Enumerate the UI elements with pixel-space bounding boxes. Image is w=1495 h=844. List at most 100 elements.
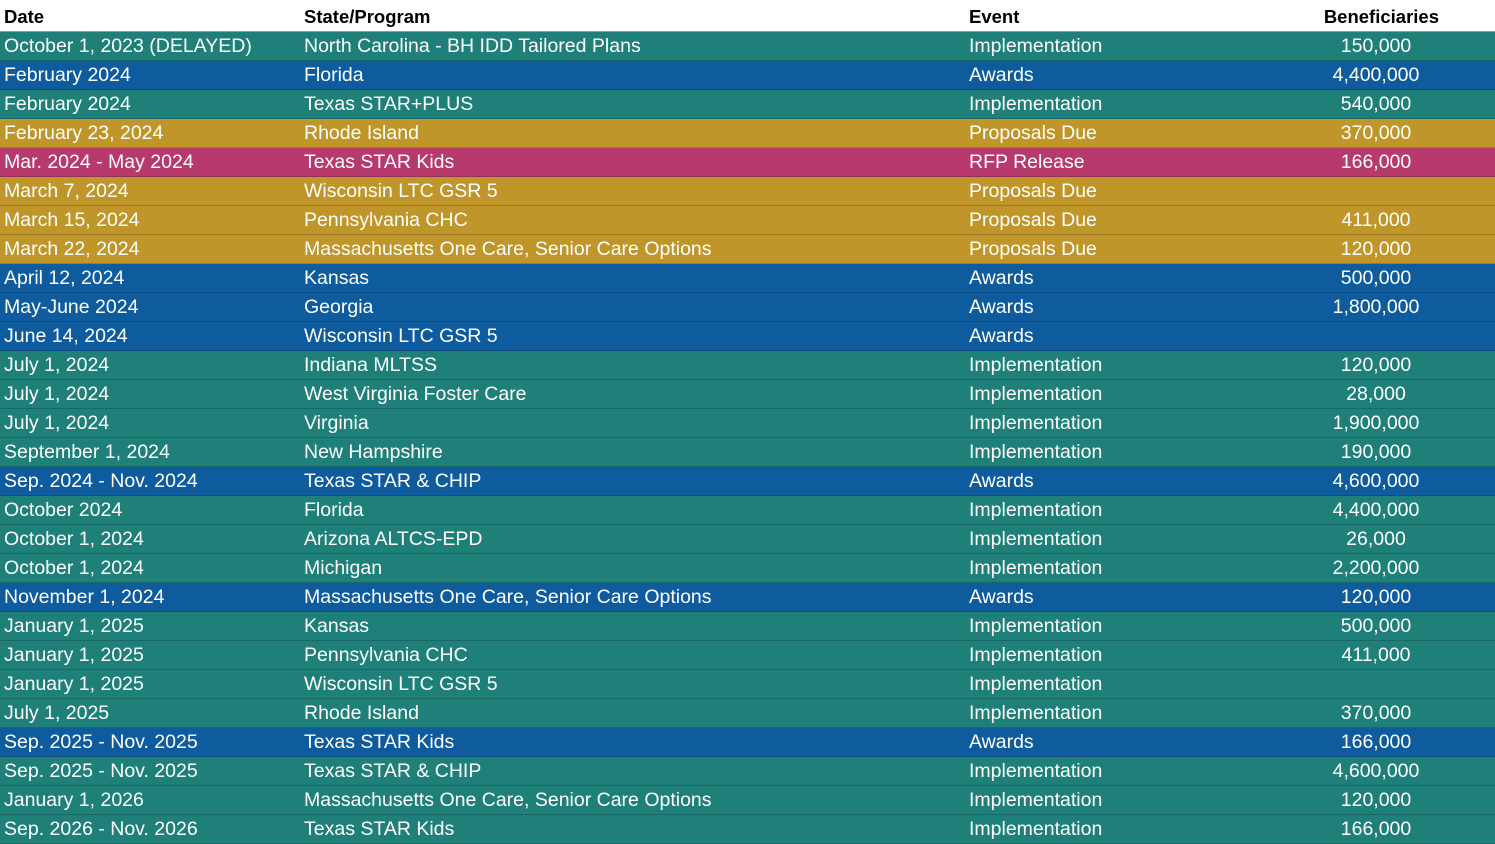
- cell-beneficiaries[interactable]: 4,600,000: [1332, 759, 1420, 782]
- cell-state-program[interactable]: Texas STAR Kids: [304, 817, 455, 840]
- cell-state-program[interactable]: Florida: [304, 63, 364, 86]
- cell-event[interactable]: Implementation: [969, 34, 1103, 57]
- cell-state-program[interactable]: Kansas: [304, 266, 370, 289]
- cell-date[interactable]: March 15, 2024: [4, 208, 140, 231]
- cell-event[interactable]: Awards: [969, 585, 1034, 608]
- cell-beneficiaries[interactable]: 4,600,000: [1332, 469, 1420, 492]
- cell-date[interactable]: Sep. 2024 - Nov. 2024: [4, 469, 198, 492]
- cell-date[interactable]: June 14, 2024: [4, 324, 128, 347]
- cell-beneficiaries[interactable]: 500,000: [1340, 614, 1412, 637]
- cell-state-program[interactable]: Wisconsin LTC GSR 5: [304, 672, 498, 695]
- cell-event[interactable]: Implementation: [969, 643, 1103, 666]
- cell-state-program[interactable]: Texas STAR & CHIP: [304, 469, 482, 492]
- cell-beneficiaries[interactable]: 166,000: [1340, 817, 1412, 840]
- cell-date[interactable]: October 1, 2023 (DELAYED): [4, 34, 252, 57]
- cell-state-program[interactable]: Texas STAR+PLUS: [304, 92, 474, 115]
- cell-beneficiaries[interactable]: 370,000: [1340, 701, 1412, 724]
- cell-event[interactable]: RFP Release: [969, 150, 1085, 173]
- cell-beneficiaries[interactable]: 1,800,000: [1332, 295, 1420, 318]
- cell-event[interactable]: Proposals Due: [969, 121, 1097, 144]
- cell-state-program[interactable]: New Hampshire: [304, 440, 443, 463]
- cell-state-program[interactable]: Indiana MLTSS: [304, 353, 437, 376]
- cell-date[interactable]: November 1, 2024: [4, 585, 165, 608]
- cell-beneficiaries[interactable]: 166,000: [1340, 150, 1412, 173]
- cell-state-program[interactable]: Wisconsin LTC GSR 5: [304, 179, 498, 202]
- cell-date[interactable]: January 1, 2025: [4, 643, 144, 666]
- cell-state-program[interactable]: Massachusetts One Care, Senior Care Opti…: [304, 585, 712, 608]
- cell-event[interactable]: Awards: [969, 730, 1034, 753]
- cell-state-program[interactable]: Pennsylvania CHC: [304, 208, 468, 231]
- cell-state-program[interactable]: Rhode Island: [304, 121, 419, 144]
- header-state-program[interactable]: State/Program: [304, 6, 431, 27]
- cell-date[interactable]: October 2024: [4, 498, 123, 521]
- cell-beneficiaries[interactable]: 1,900,000: [1332, 411, 1420, 434]
- cell-event[interactable]: Implementation: [969, 672, 1103, 695]
- cell-beneficiaries[interactable]: 120,000: [1340, 788, 1412, 811]
- cell-date[interactable]: September 1, 2024: [4, 440, 170, 463]
- cell-state-program[interactable]: Texas STAR Kids: [304, 730, 455, 753]
- cell-event[interactable]: Implementation: [969, 759, 1103, 782]
- header-event[interactable]: Event: [969, 6, 1020, 27]
- cell-state-program[interactable]: Florida: [304, 498, 364, 521]
- cell-date[interactable]: July 1, 2025: [4, 701, 110, 724]
- cell-event[interactable]: Implementation: [969, 614, 1103, 637]
- cell-date[interactable]: March 7, 2024: [4, 179, 129, 202]
- cell-event[interactable]: Awards: [969, 266, 1034, 289]
- cell-date[interactable]: January 1, 2025: [4, 672, 144, 695]
- cell-state-program[interactable]: Kansas: [304, 614, 370, 637]
- cell-date[interactable]: July 1, 2024: [4, 411, 110, 434]
- cell-beneficiaries[interactable]: 28,000: [1346, 382, 1406, 405]
- cell-date[interactable]: February 23, 2024: [4, 121, 164, 144]
- cell-state-program[interactable]: Massachusetts One Care, Senior Care Opti…: [304, 237, 712, 260]
- cell-beneficiaries[interactable]: 190,000: [1340, 440, 1412, 463]
- cell-beneficiaries[interactable]: 540,000: [1340, 92, 1412, 115]
- cell-event[interactable]: Implementation: [969, 498, 1103, 521]
- cell-event[interactable]: Implementation: [969, 92, 1103, 115]
- cell-date[interactable]: March 22, 2024: [4, 237, 140, 260]
- cell-beneficiaries[interactable]: 166,000: [1340, 730, 1412, 753]
- cell-beneficiaries[interactable]: 500,000: [1340, 266, 1412, 289]
- cell-beneficiaries[interactable]: 150,000: [1340, 34, 1412, 57]
- cell-event[interactable]: Proposals Due: [969, 179, 1097, 202]
- cell-state-program[interactable]: Virginia: [304, 411, 369, 434]
- cell-beneficiaries[interactable]: 4,400,000: [1332, 63, 1420, 86]
- cell-state-program[interactable]: Rhode Island: [304, 701, 419, 724]
- cell-event[interactable]: Awards: [969, 63, 1034, 86]
- cell-beneficiaries[interactable]: 2,200,000: [1332, 556, 1420, 579]
- cell-state-program[interactable]: Georgia: [304, 295, 374, 318]
- cell-event[interactable]: Implementation: [969, 353, 1103, 376]
- cell-event[interactable]: Awards: [969, 469, 1034, 492]
- cell-beneficiaries[interactable]: 26,000: [1346, 527, 1406, 550]
- cell-date[interactable]: February 2024: [4, 92, 131, 115]
- cell-event[interactable]: Implementation: [969, 556, 1103, 579]
- cell-date[interactable]: October 1, 2024: [4, 556, 144, 579]
- header-beneficiaries[interactable]: Beneficiaries: [1323, 6, 1439, 27]
- cell-event[interactable]: Implementation: [969, 701, 1103, 724]
- cell-date[interactable]: April 12, 2024: [4, 266, 125, 289]
- cell-date[interactable]: Mar. 2024 - May 2024: [4, 150, 194, 173]
- cell-date[interactable]: Sep. 2026 - Nov. 2026: [4, 817, 198, 840]
- cell-state-program[interactable]: Texas STAR Kids: [304, 150, 455, 173]
- header-date[interactable]: Date: [4, 6, 45, 27]
- cell-event[interactable]: Implementation: [969, 411, 1103, 434]
- cell-event[interactable]: Implementation: [969, 817, 1103, 840]
- cell-event[interactable]: Implementation: [969, 440, 1103, 463]
- cell-event[interactable]: Proposals Due: [969, 237, 1097, 260]
- cell-state-program[interactable]: Arizona ALTCS-EPD: [304, 527, 483, 550]
- cell-state-program[interactable]: Pennsylvania CHC: [304, 643, 468, 666]
- cell-beneficiaries[interactable]: 370,000: [1340, 121, 1412, 144]
- cell-event[interactable]: Implementation: [969, 527, 1103, 550]
- cell-date[interactable]: July 1, 2024: [4, 382, 110, 405]
- cell-event[interactable]: Implementation: [969, 788, 1103, 811]
- cell-state-program[interactable]: Massachusetts One Care, Senior Care Opti…: [304, 788, 712, 811]
- cell-beneficiaries[interactable]: 411,000: [1341, 643, 1411, 666]
- cell-date[interactable]: January 1, 2025: [4, 614, 144, 637]
- cell-event[interactable]: Awards: [969, 324, 1034, 347]
- cell-state-program[interactable]: West Virginia Foster Care: [304, 382, 527, 405]
- cell-beneficiaries[interactable]: 120,000: [1340, 237, 1412, 260]
- cell-beneficiaries[interactable]: 4,400,000: [1332, 498, 1420, 521]
- cell-event[interactable]: Proposals Due: [969, 208, 1097, 231]
- cell-beneficiaries[interactable]: 120,000: [1340, 353, 1412, 376]
- cell-date[interactable]: May-June 2024: [4, 295, 139, 318]
- cell-date[interactable]: Sep. 2025 - Nov. 2025: [4, 730, 198, 753]
